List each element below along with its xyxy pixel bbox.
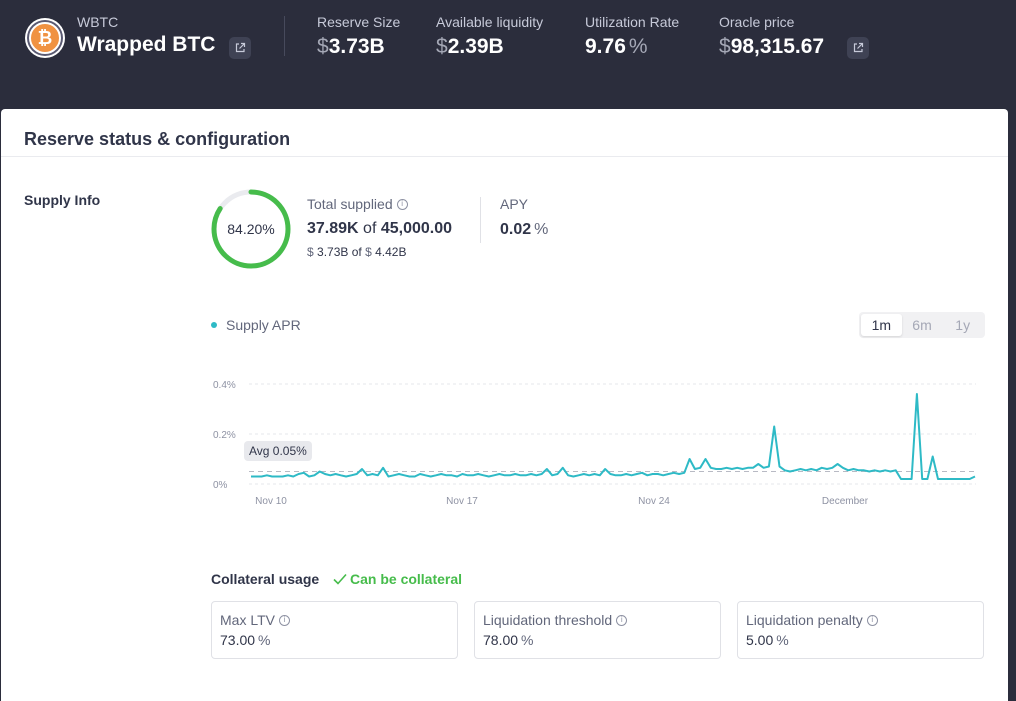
supply-cap-percent: 84.20% [227,221,275,237]
external-link-icon [235,42,246,53]
available-liquidity-label: Available liquidity [436,14,544,30]
reserve-size-stat: Reserve Size $3.73B [317,14,400,59]
collateral-usage-label: Collateral usage [211,571,320,587]
supply-info-title: Supply Info [24,192,101,208]
percent-symbol: % [628,35,648,58]
total-supplied-amount: 37.89K [307,220,359,237]
usd-cap: 4.42B [375,245,407,259]
currency-symbol: $ [307,245,314,259]
liquidation-penalty-value: 5.00 [746,632,774,648]
apy-label: APY [500,196,529,212]
supply-cap-value: 45,000.00 [380,220,453,237]
max-ltv-box: Max LTV i 73.00% [211,601,458,659]
bitcoin-icon: ₿ [25,18,65,58]
token-symbol: WBTC [77,14,119,30]
legend-dot-icon [211,322,217,328]
collateral-status-text: Can be collateral [350,571,463,587]
liquidation-penalty-label: Liquidation penalty [746,612,863,628]
x-tick-label: Nov 10 [255,496,287,507]
max-ltv-label: Max LTV [220,612,275,628]
range-button-6m[interactable]: 6m [912,317,932,333]
liquidation-threshold-label: Liquidation threshold [483,612,613,628]
max-ltv-value: 73.00 [220,632,256,648]
reserve-size-label: Reserve Size [317,14,401,30]
checkmark-icon [333,573,347,585]
currency-symbol: $ [436,35,448,58]
y-tick-label: 0.2% [213,430,236,441]
supply-apr-line [251,393,976,480]
percent-symbol: % [776,632,789,648]
apy-value: 0.02 [500,221,532,238]
currency-symbol: $ [317,35,329,58]
token-external-link-button[interactable] [229,37,251,59]
info-icon[interactable]: i [866,614,878,626]
reserve-size-value: 3.73B [328,35,385,58]
range-button-1y[interactable]: 1y [955,317,971,333]
total-supplied-label: Total supplied [307,196,393,212]
legend-label: Supply APR [226,317,301,333]
utilization-rate-label: Utilization Rate [585,14,680,30]
chart-legend: Supply APR [211,317,301,333]
info-icon[interactable]: i [616,614,628,626]
time-range-selector: 1m 6m 1y [859,312,985,338]
available-liquidity-stat: Available liquidity $2.39B [436,14,543,59]
oracle-price-stat: Oracle price $98,315.67 [719,14,824,59]
token-name: Wrapped BTC [77,33,216,56]
reserve-header: ₿ WBTC Wrapped BTC Reserve Size $3.73B A… [0,0,1016,108]
currency-symbol: $ [719,35,731,58]
x-tick-label: December [822,496,869,507]
supply-cap-ring [211,189,291,269]
y-tick-label: 0.4% [213,380,236,391]
total-supplied-label-row: Total supplied i [307,196,408,212]
supply-info-divider [480,197,481,243]
reserve-status-card: Reserve status & configuration Supply In… [1,109,1008,701]
total-supplied-usd: $ 3.73B of $ 4.42B [307,245,406,259]
range-button-1m[interactable]: 1m [861,314,902,336]
x-tick-label: Nov 24 [638,496,670,507]
percent-symbol: % [521,632,534,648]
utilization-rate-value: 9.76 [585,35,626,58]
card-title: Reserve status & configuration [24,129,291,149]
liquidation-threshold-value: 78.00 [483,632,519,648]
usd-supplied: 3.73B [317,245,349,259]
info-icon[interactable]: i [278,614,290,626]
collateral-status: Can be collateral [333,571,462,587]
apy-value-row: 0.02% [500,221,548,239]
oracle-price-value: 98,315.67 [730,35,825,58]
header-divider [284,16,285,56]
of-text: of [351,245,362,259]
of-text: of [363,220,377,237]
supply-cap-ring-arc [211,189,291,269]
info-icon[interactable]: i [396,198,408,210]
liquidation-threshold-box: Liquidation threshold i 78.00% [474,601,721,659]
liquidation-penalty-box: Liquidation penalty i 5.00% [737,601,984,659]
x-tick-label: Nov 17 [446,496,478,507]
card-divider [1,156,1008,157]
average-badge: Avg 0.05% [244,441,312,461]
total-supplied-value: 37.89K of 45,000.00 [307,220,452,238]
oracle-external-link-button[interactable] [847,37,869,59]
available-liquidity-value: 2.39B [447,35,504,58]
utilization-rate-stat: Utilization Rate 9.76% [585,14,679,59]
percent-symbol: % [534,221,549,238]
percent-symbol: % [258,632,271,648]
currency-symbol: $ [365,245,372,259]
external-link-icon [853,42,864,53]
oracle-price-label: Oracle price [719,14,795,30]
y-tick-label: 0% [213,480,228,491]
